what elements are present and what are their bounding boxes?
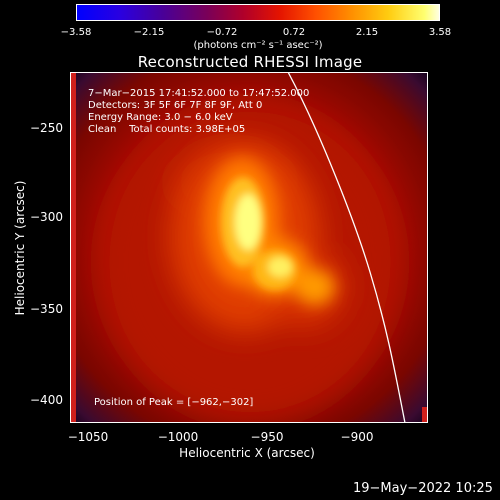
colorbar-tick-4: 0.72 — [282, 27, 306, 38]
colorbar-tick-2: −2.15 — [133, 27, 165, 38]
peak-position-label: Position of Peak = [−962,−302] — [94, 397, 254, 408]
y-tick-label: −300 — [30, 210, 63, 224]
colorbar-tick-1: −3.58 — [60, 27, 92, 38]
y-tick-label: −350 — [30, 302, 63, 316]
image-title: Reconstructed RHESSI Image — [137, 53, 363, 71]
detectors-label: Detectors: 3F 5F 6F 7F 8F 9F, Att 0 — [88, 100, 263, 111]
time-range-label: 7−Mar−2015 17:41:52.000 to 17:47:52.000 — [88, 88, 310, 99]
colorbar-tick-5: 2.15 — [355, 27, 379, 38]
y-tick-label: −400 — [30, 393, 63, 407]
colorbar-tick-6: 3.58 — [428, 27, 452, 38]
x-tick-label: −900 — [340, 430, 374, 444]
y-axis-title: Heliocentric Y (arcsec) — [13, 180, 27, 316]
y-tick-label: −250 — [30, 121, 63, 135]
clean-counts-label: Clean Total counts: 3.98E+05 — [88, 124, 246, 135]
x-axis-title: Heliocentric X (arcsec) — [179, 446, 315, 460]
energy-range-label: Energy Range: 3.0 − 6.0 keV — [88, 112, 233, 123]
x-tick-label: −1050 — [67, 430, 109, 444]
footer-date: 19−May−2022 10:25 — [353, 481, 493, 496]
colorbar-tick-3: −0.72 — [206, 27, 238, 38]
x-tick-label: −950 — [250, 430, 284, 444]
x-tick-label: −1000 — [157, 430, 199, 444]
rhessi-image-panel — [70, 72, 428, 423]
colorbar — [76, 4, 440, 21]
rhessi-flux-map — [70, 72, 428, 423]
colorbar-unit-label: (photons cm⁻² s⁻¹ asec⁻²) — [193, 40, 323, 51]
solar-limb-line — [287, 72, 406, 423]
